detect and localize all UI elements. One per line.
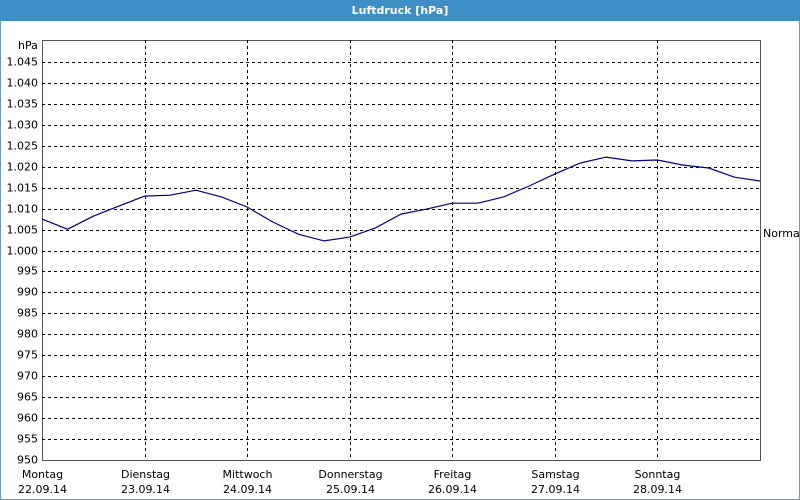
y-tick-label: 950	[17, 454, 38, 467]
y-tick-label: 1.020	[7, 161, 39, 174]
x-tick-label: Dienstag	[121, 468, 170, 481]
x-tick-date: 23.09.14	[121, 483, 170, 496]
y-tick-label: 980	[17, 328, 38, 341]
x-tick-date: 28.09.14	[633, 483, 682, 496]
y-tick-label: 955	[17, 433, 38, 446]
y-tick-label: 1.035	[7, 98, 39, 111]
y-tick-label: 1.010	[7, 203, 39, 216]
y-tick-label: 1.040	[7, 77, 39, 90]
y-tick-label: 1.025	[7, 140, 39, 153]
plot-frame	[42, 40, 761, 461]
x-tick-label: Mittwoch	[223, 468, 273, 481]
y-tick-label: 995	[17, 265, 38, 278]
x-tick-date: 22.09.14	[18, 483, 67, 496]
y-tick-label: 1.015	[7, 182, 39, 195]
y-tick-label: 960	[17, 412, 38, 425]
x-tick-date: 24.09.14	[223, 483, 272, 496]
chart-title: Luftdruck [hPa]	[352, 4, 449, 17]
y-tick-label: 975	[17, 349, 38, 362]
line	[41, 156, 761, 242]
y-unit: hPa	[18, 39, 38, 52]
y-tick-label: 965	[17, 391, 38, 404]
y-tick-label: 1.045	[7, 56, 39, 69]
y-tick-label: 970	[17, 370, 38, 383]
y-tick-label: 1.005	[7, 224, 39, 237]
x-tick-date: 27.09.14	[531, 483, 580, 496]
x-tick-date: 26.09.14	[428, 483, 477, 496]
x-tick-date: 25.09.14	[326, 483, 375, 496]
x-tick-label: Freitag	[434, 468, 472, 481]
y-tick-label: 1.000	[7, 245, 39, 258]
x-tick-label: Montag	[22, 468, 63, 481]
y-tick-label: 985	[17, 307, 38, 320]
y-tick-label: 1.030	[7, 119, 39, 132]
title-bar	[0, 0, 800, 21]
x-tick-label: Donnerstag	[318, 468, 382, 481]
y-tick-label: 990	[17, 286, 38, 299]
x-tick-label: Sonntag	[635, 468, 681, 481]
annotation: Normal	[763, 227, 800, 240]
x-tick-label: Samstag	[531, 468, 579, 481]
